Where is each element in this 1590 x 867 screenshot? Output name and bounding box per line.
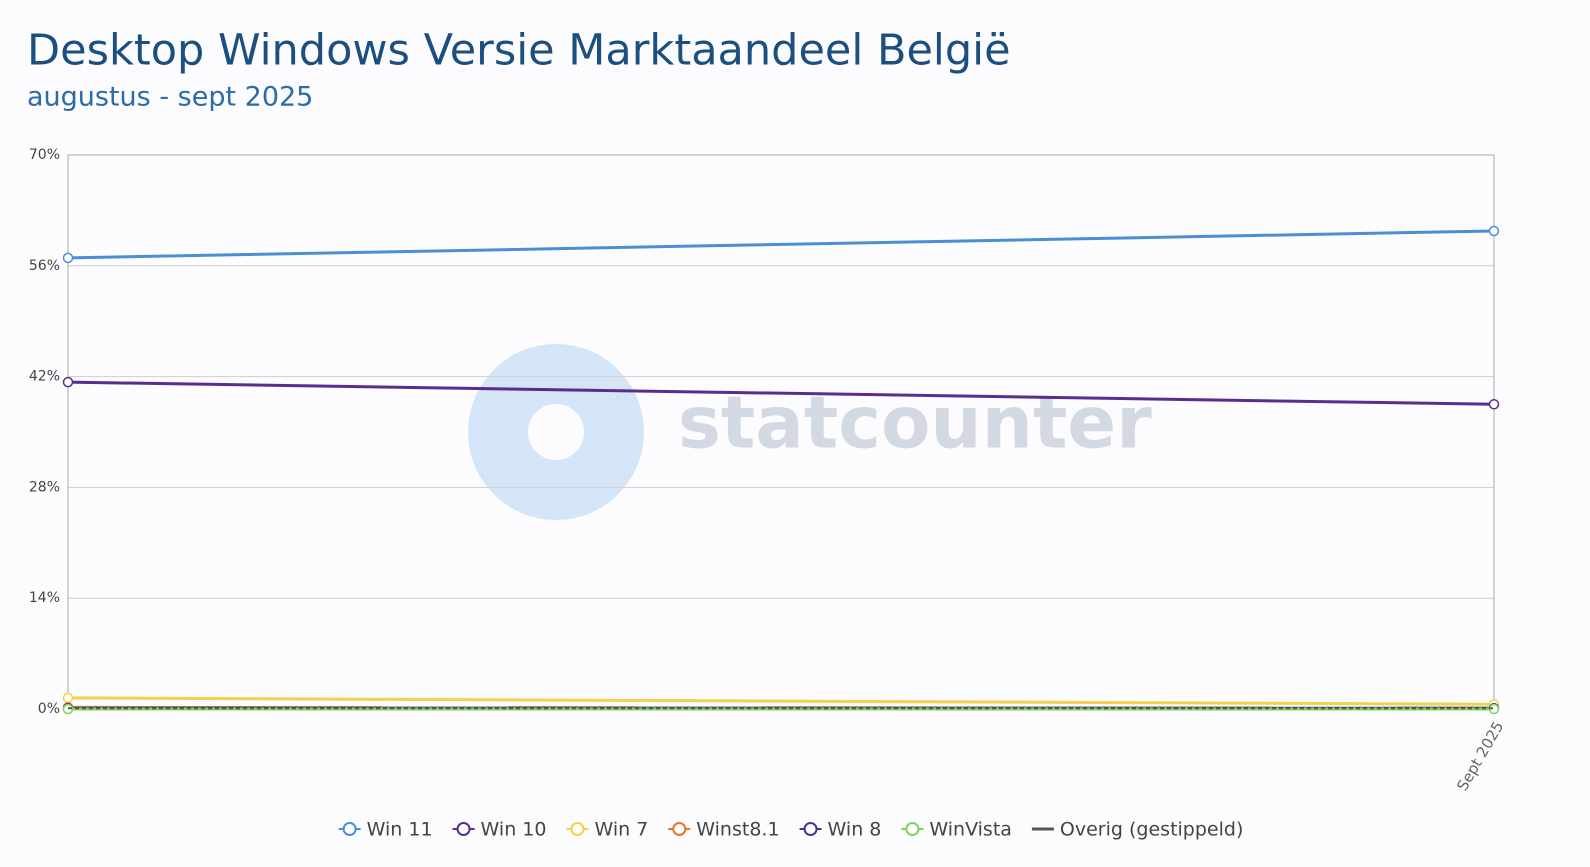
legend-marker <box>905 822 920 836</box>
series-line <box>67 696 1495 706</box>
data-point <box>1488 399 1500 410</box>
chart-title: Desktop Windows Versie Marktaandeel Belg… <box>27 26 1011 76</box>
legend: Win 11 Win 10 Win 7 Winst8.1 Win 8 WinVista Ov… <box>338 819 1243 841</box>
data-point <box>1488 225 1500 237</box>
legend-label: WinVista <box>929 819 1012 841</box>
legend-item: Win 10 <box>452 819 547 841</box>
y-tick-label: 42% <box>29 369 60 385</box>
legend-item: Win 8 <box>799 819 882 841</box>
legend-label: Overig (gestippeld) <box>1060 819 1243 841</box>
legend-marker <box>456 822 471 836</box>
legend-marker <box>570 822 585 836</box>
legend-marker <box>342 822 357 836</box>
legend-label: Win 10 <box>481 819 547 841</box>
series-line <box>67 380 1495 406</box>
y-tick-label: 0% <box>38 701 60 717</box>
data-point <box>62 376 74 388</box>
y-tick-label: 14% <box>29 590 60 606</box>
y-tick-label: 56% <box>29 258 60 274</box>
chart-subtitle: augustus - sept 2025 <box>27 82 313 113</box>
legend-item: Winst8.1 <box>668 819 780 841</box>
legend-item: WinVista <box>901 819 1012 841</box>
legend-label: Win 7 <box>594 819 648 841</box>
data-point <box>62 252 74 264</box>
y-tick-label: 28% <box>29 479 60 495</box>
legend-marker <box>803 822 818 836</box>
legend-marker <box>672 822 687 836</box>
legend-item: Win 11 <box>338 819 433 841</box>
legend-label: Win 11 <box>367 819 433 841</box>
data-point <box>62 692 74 704</box>
y-tick-label: 70% <box>29 147 60 163</box>
series-line <box>67 229 1495 260</box>
legend-item: Win 7 <box>566 819 648 841</box>
legend-label: Winst8.1 <box>696 819 779 841</box>
legend-item: Overig (gestippeld) <box>1031 819 1243 841</box>
watermark-logo <box>468 344 644 520</box>
watermark-ring <box>468 344 644 520</box>
legend-label: Win 8 <box>828 819 882 841</box>
